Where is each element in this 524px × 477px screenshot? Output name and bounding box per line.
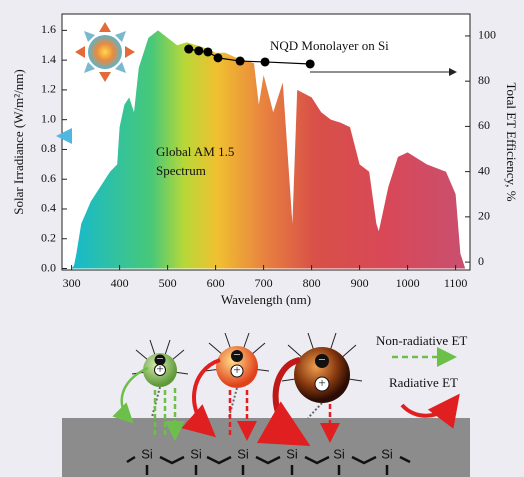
nqd-point [203, 47, 212, 56]
y2-tick-label: 100 [478, 28, 496, 42]
x-tick-label: 1100 [444, 276, 468, 290]
nqd-point [236, 57, 245, 66]
figure: NQD Monolayer on Si Global AM 1.5 Spectr… [0, 0, 524, 477]
sun-icon [75, 22, 135, 82]
nqd-point [306, 59, 315, 68]
x-tick-label: 400 [111, 276, 129, 290]
y-tick-label: 1.4 [41, 52, 56, 66]
x-tick-label: 1000 [396, 276, 420, 290]
si-atom: Si [333, 446, 345, 461]
charge-plus: + [233, 362, 240, 377]
y2-tick-label: 80 [478, 73, 490, 87]
y-tick-label: 0.8 [41, 141, 56, 155]
y-tick-label: 0.0 [41, 260, 56, 274]
annotation: Spectrum [156, 163, 206, 178]
legend-label: Non-radiative ET [376, 333, 467, 348]
nqd-point [184, 45, 193, 54]
y2-tick-label: 0 [478, 254, 484, 268]
x-axis-label: Wavelength (nm) [221, 292, 311, 307]
charge-plus: + [318, 375, 325, 390]
y-tick-label: 0.6 [41, 171, 56, 185]
y-tick-label: 1.2 [41, 82, 56, 96]
si-atom: Si [237, 446, 249, 461]
si-atom: Si [190, 446, 202, 461]
y-tick-label: 0.4 [41, 201, 56, 215]
x-tick-label: 500 [159, 276, 177, 290]
y2-tick-label: 20 [478, 209, 490, 223]
si-atom: Si [381, 446, 393, 461]
legend-label: Radiative ET [389, 375, 458, 390]
annotation: NQD Monolayer on Si [270, 38, 389, 53]
annotation: Global AM 1.5 [156, 144, 234, 159]
y2-axis-label: Total ET Efficiency, % [504, 82, 519, 201]
nqd-point [214, 53, 223, 62]
x-tick-label: 300 [63, 276, 81, 290]
si-atom: Si [286, 446, 298, 461]
y2-tick-label: 60 [478, 118, 490, 132]
nqd-point [194, 46, 203, 55]
y-tick-label: 1.0 [41, 111, 56, 125]
charge-plus: + [156, 361, 163, 376]
x-tick-label: 600 [207, 276, 225, 290]
x-tick-label: 900 [351, 276, 369, 290]
y-tick-label: 0.2 [41, 230, 56, 244]
substrate [62, 418, 470, 477]
x-tick-label: 800 [303, 276, 321, 290]
tethers [152, 387, 322, 418]
y-axis-label: Solar Irradiance (W/m²/nm) [11, 69, 26, 214]
y2-tick-label: 40 [478, 163, 490, 177]
nqd-point [261, 57, 270, 66]
y-tick-label: 1.6 [41, 22, 56, 36]
charge-minus: − [318, 352, 325, 367]
si-atom: Si [141, 446, 153, 461]
charge-minus: − [233, 347, 240, 362]
x-tick-label: 700 [255, 276, 273, 290]
